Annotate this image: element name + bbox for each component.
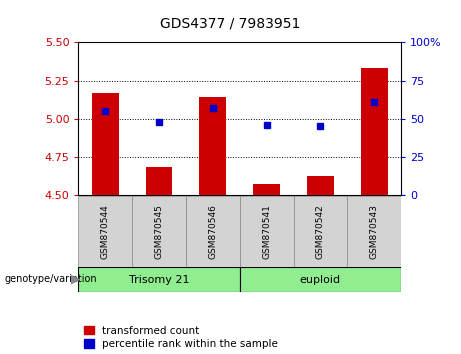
Text: genotype/variation: genotype/variation	[5, 274, 97, 284]
Text: GSM870545: GSM870545	[154, 204, 164, 259]
Text: GSM870541: GSM870541	[262, 204, 271, 259]
Bar	[199, 97, 226, 195]
Bar	[294, 196, 347, 267]
Text: Trisomy 21: Trisomy 21	[129, 275, 189, 285]
Bar	[253, 184, 280, 195]
Bar	[186, 196, 240, 267]
Bar	[307, 176, 334, 195]
Text: euploid: euploid	[300, 275, 341, 285]
Text: GSM870544: GSM870544	[101, 205, 110, 259]
Text: GDS4377 / 7983951: GDS4377 / 7983951	[160, 16, 301, 30]
Bar	[146, 167, 172, 195]
Bar	[361, 68, 388, 195]
Bar	[92, 93, 118, 195]
Legend: transformed count, percentile rank within the sample: transformed count, percentile rank withi…	[83, 326, 278, 349]
Bar	[347, 196, 401, 267]
Text: GSM870546: GSM870546	[208, 204, 217, 259]
Bar	[132, 196, 186, 267]
Bar	[78, 267, 240, 292]
Text: ▶: ▶	[71, 273, 81, 286]
Text: GSM870542: GSM870542	[316, 205, 325, 259]
Text: GSM870543: GSM870543	[370, 204, 378, 259]
Bar	[240, 267, 401, 292]
Bar	[78, 196, 132, 267]
Bar	[240, 196, 294, 267]
